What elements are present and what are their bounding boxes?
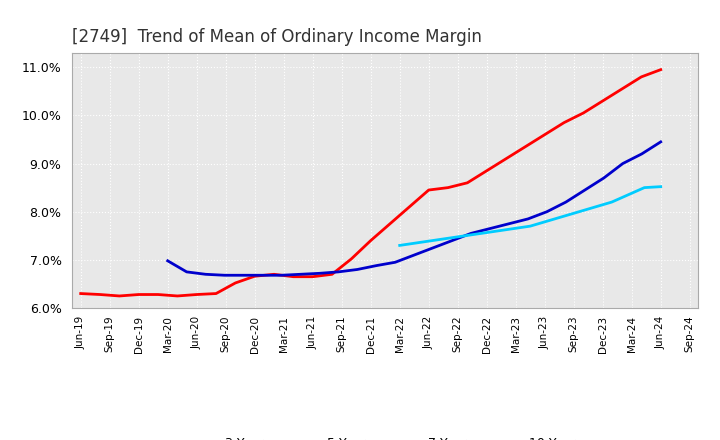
Text: [2749]  Trend of Mean of Ordinary Income Margin: [2749] Trend of Mean of Ordinary Income …: [72, 28, 482, 46]
Legend: 3 Years, 5 Years, 7 Years, 10 Years: 3 Years, 5 Years, 7 Years, 10 Years: [183, 432, 588, 440]
